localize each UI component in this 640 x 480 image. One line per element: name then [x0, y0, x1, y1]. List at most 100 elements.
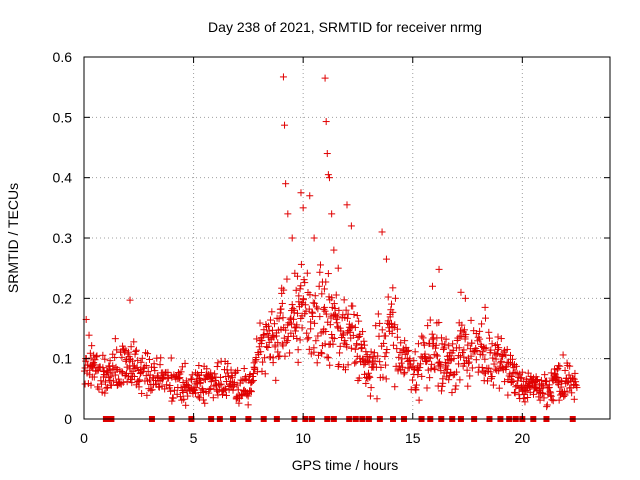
data-point — [107, 381, 115, 389]
data-point — [217, 380, 225, 388]
data-point — [387, 319, 395, 327]
data-point — [136, 376, 144, 384]
data-point — [330, 300, 338, 308]
data-point — [235, 399, 243, 407]
data-point — [316, 313, 324, 321]
data-point — [414, 371, 422, 379]
data-point — [256, 319, 264, 327]
data-point — [166, 381, 174, 389]
data-point — [124, 348, 132, 356]
data-point — [308, 308, 316, 316]
data-point — [194, 370, 202, 378]
data-point — [468, 364, 476, 372]
data-point — [437, 387, 445, 395]
data-point — [557, 383, 565, 391]
data-point — [249, 370, 257, 378]
data-point — [512, 383, 520, 391]
data-point — [228, 374, 236, 382]
data-point — [426, 316, 434, 324]
outlier-point — [322, 118, 330, 126]
data-point — [382, 332, 390, 340]
data-point — [303, 329, 311, 337]
data-point — [324, 270, 332, 278]
data-point — [510, 388, 518, 396]
data-point — [561, 391, 569, 399]
data-point — [279, 314, 287, 322]
data-point — [258, 337, 266, 345]
data-point — [361, 341, 369, 349]
data-point — [88, 342, 96, 350]
data-point — [428, 360, 436, 368]
data-point — [379, 373, 387, 381]
data-point — [524, 393, 532, 401]
data-point — [553, 366, 561, 374]
data-point — [439, 379, 447, 387]
data-point — [294, 358, 302, 366]
data-point — [85, 331, 93, 339]
data-point — [364, 358, 372, 366]
outlier-point — [330, 246, 338, 254]
data-point — [342, 306, 350, 314]
data-point — [481, 344, 489, 352]
data-point — [497, 335, 505, 343]
data-point — [425, 353, 433, 361]
data-point — [426, 374, 434, 382]
data-point — [249, 373, 257, 381]
data-point — [494, 333, 502, 341]
data-point — [95, 385, 103, 393]
data-point — [293, 335, 301, 343]
data-point — [439, 345, 447, 353]
data-point — [371, 357, 379, 365]
data-point — [148, 386, 156, 394]
data-point — [391, 321, 399, 329]
data-point — [313, 359, 321, 367]
data-point — [282, 338, 290, 346]
data-point — [144, 350, 152, 358]
data-point — [443, 365, 451, 373]
data-point — [521, 398, 529, 406]
data-point — [307, 325, 315, 333]
data-point — [216, 381, 224, 389]
y-tick-label: 0.4 — [53, 170, 73, 186]
data-point — [478, 363, 486, 371]
data-point — [541, 371, 549, 379]
data-point — [267, 316, 275, 324]
data-point — [316, 261, 324, 269]
data-point — [547, 392, 555, 400]
data-point — [545, 381, 553, 389]
data-point — [397, 339, 405, 347]
data-point — [465, 358, 473, 366]
data-point — [478, 320, 486, 328]
data-point — [203, 365, 211, 373]
data-point — [565, 371, 573, 379]
data-point — [259, 332, 267, 340]
data-point — [558, 378, 566, 386]
data-point — [332, 291, 340, 299]
data-point — [479, 351, 487, 359]
data-point — [422, 358, 430, 366]
data-point — [132, 346, 140, 354]
data-point — [101, 378, 109, 386]
data-point — [307, 318, 315, 326]
data-point — [211, 376, 219, 384]
data-point — [452, 382, 460, 390]
data-point — [244, 401, 252, 409]
data-point — [111, 335, 119, 343]
data-point — [328, 331, 336, 339]
data-point — [115, 375, 123, 383]
x-tick-label: 0 — [80, 430, 88, 446]
data-point — [487, 346, 495, 354]
data-point — [520, 391, 528, 399]
data-point — [353, 340, 361, 348]
data-point — [90, 361, 98, 369]
data-point — [288, 320, 296, 328]
data-point — [359, 328, 367, 336]
data-point — [127, 343, 135, 351]
data-point — [549, 397, 557, 405]
data-point — [483, 377, 491, 385]
data-point — [482, 344, 490, 352]
data-point — [493, 341, 501, 349]
data-point — [364, 369, 372, 377]
data-point — [481, 355, 489, 363]
